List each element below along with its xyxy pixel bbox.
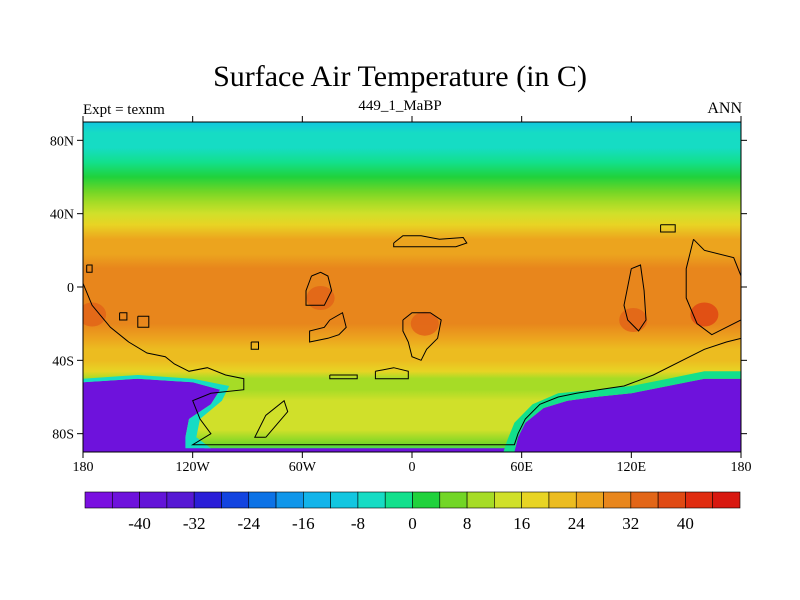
colorbar-swatch — [139, 491, 168, 509]
hot-spot-central-south-america — [306, 286, 335, 310]
colorbar-swatch — [330, 491, 359, 509]
colorbar-swatch — [548, 491, 577, 509]
colorbar-label: -32 — [183, 514, 206, 533]
antarctic-cold-patch — [185, 448, 518, 452]
x-tick-label: 180 — [73, 460, 94, 475]
coastline-segment — [86, 264, 93, 273]
x-tick-label: 0 — [409, 460, 416, 475]
colorbar-swatch — [494, 491, 522, 509]
map-axes: 180 120W 60W 0 60E 120E 180 80N 40N 0 40S 80S — [50, 116, 752, 475]
colorbar-label: 32 — [622, 514, 639, 533]
chart-title: Surface Air Temperature (in C) — [213, 60, 587, 93]
colorbar-swatch — [521, 491, 550, 509]
coastline-segment — [402, 312, 442, 361]
continental-hot-spots — [83, 286, 719, 336]
colorbar-label: 8 — [463, 514, 472, 533]
antarctic-transition-band — [83, 375, 230, 449]
y-tick-label: 80S — [52, 428, 74, 443]
coastline-segment — [137, 315, 150, 328]
hot-spot-sahel-east-asia — [690, 302, 719, 327]
colorbar-swatch — [439, 491, 468, 509]
coastline-segment — [685, 238, 741, 336]
colorbar-label: -8 — [351, 514, 365, 533]
hot-spot-west-pacific-margin — [83, 302, 107, 327]
coastline-segment — [623, 264, 647, 332]
colorbar-swatch — [685, 491, 714, 509]
antarctic-cold-patch — [503, 378, 741, 452]
map-plot-area — [83, 122, 741, 452]
season-label: ANN — [707, 100, 742, 117]
time-label: 449_1_MaBP — [358, 98, 442, 114]
y-tick-label: 40N — [50, 208, 74, 223]
coastline-segment — [83, 283, 741, 446]
coastline-segment — [660, 224, 676, 233]
colorbar-swatch — [466, 491, 495, 509]
colorbar-label: -16 — [292, 514, 315, 533]
colorbar-swatch — [111, 491, 140, 509]
y-tick-label: 0 — [67, 281, 74, 296]
coastline-segment — [329, 374, 358, 380]
hot-spot-tropical-west-africa — [410, 311, 439, 336]
coastline-segment — [309, 311, 347, 343]
colorbar-label: 0 — [408, 514, 417, 533]
x-tick-label: 60W — [289, 460, 317, 475]
colorbar-swatch — [657, 491, 686, 509]
colorbar-swatch — [712, 491, 741, 509]
colorbar-swatch — [193, 491, 222, 509]
colorbar-swatch — [275, 491, 304, 509]
colorbar-label: -24 — [237, 514, 260, 533]
antarctic-cold-region — [83, 371, 741, 452]
hot-spot-india — [619, 308, 648, 332]
colorbar-swatch — [384, 491, 413, 509]
y-tick-label: 80N — [50, 134, 74, 149]
colorbar-swatch — [412, 491, 441, 509]
coastline-segment — [250, 341, 259, 350]
colorbar-label: 24 — [568, 514, 586, 533]
antarctic-transition-band — [503, 371, 741, 452]
colorbar-swatch — [248, 491, 277, 509]
coastline-segment — [305, 271, 333, 306]
x-tick-label: 120W — [176, 460, 211, 475]
colorbar-swatch — [357, 491, 386, 509]
colorbar-swatch — [166, 491, 195, 509]
colorbar-swatch — [84, 491, 113, 509]
coastline-segment — [393, 235, 468, 248]
colorbar-swatch — [221, 491, 250, 509]
experiment-label: Expt = texnm — [83, 102, 165, 118]
y-tick-label: 40S — [52, 354, 74, 369]
colorbar-swatch — [603, 491, 632, 509]
x-tick-label: 180 — [731, 460, 752, 475]
colorbar-label: 16 — [513, 514, 530, 533]
coastline-segment — [253, 399, 289, 438]
colorbar-swatch — [630, 491, 659, 509]
antarctic-cold-patch — [83, 378, 221, 452]
colorbar-swatch — [303, 491, 331, 509]
x-tick-label: 120E — [617, 460, 647, 475]
coastline-segment — [374, 367, 409, 380]
colorbar-label: 40 — [677, 514, 694, 533]
x-tick-label: 60E — [510, 460, 533, 475]
colorbar: -40 -32 -24 -16 -8 0 8 16 24 32 40 — [84, 491, 741, 533]
continent-outlines — [83, 224, 741, 446]
colorbar-label: -40 — [128, 514, 151, 533]
colorbar-swatch — [575, 491, 604, 509]
coastline-segment — [119, 312, 128, 321]
